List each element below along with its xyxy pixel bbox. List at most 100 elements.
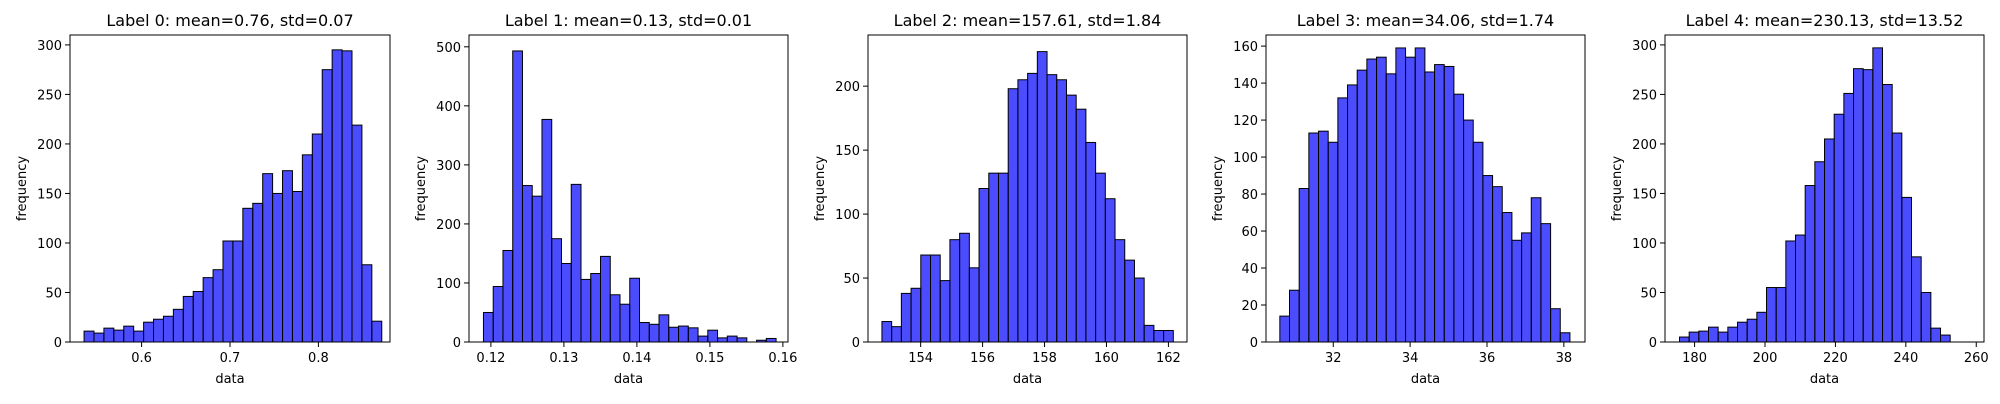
y-tick-label: 160: [1233, 40, 1258, 55]
histogram-bar: [192, 290, 204, 343]
histogram-panel-2: 154 156 158 160 162 0 50 100 150 200 Label 2: mean…: [813, 11, 1188, 387]
histogram-bar: [687, 327, 699, 343]
histogram-bar: [1804, 185, 1816, 343]
histogram-bar: [321, 69, 333, 343]
histogram-bar: [639, 322, 650, 343]
histogram-bar: [172, 308, 184, 343]
x-tick-label: 36: [1479, 351, 1496, 366]
axes-frame: [468, 34, 789, 343]
x-tick-label: 220: [1823, 351, 1848, 366]
histogram-bar: [910, 287, 922, 343]
x-tick-label: 0.12: [476, 351, 505, 366]
histogram-bar: [1540, 223, 1552, 343]
histogram-bar: [560, 262, 572, 343]
histogram-bar: [1356, 69, 1368, 343]
histogram-bar: [900, 292, 912, 343]
chart-title: Label 3: mean=34.06, std=1.74: [1297, 11, 1554, 30]
x-tick-label: 0.13: [549, 351, 578, 366]
histogram-bar: [978, 188, 990, 343]
histogram-bar: [371, 320, 383, 343]
x-tick-label: 0.16: [768, 351, 797, 366]
histogram-bar: [1785, 240, 1797, 343]
y-tick-label: 140: [1233, 77, 1258, 92]
histogram-bar: [717, 337, 728, 343]
y-tick-label: 300: [37, 39, 62, 54]
histogram-bar: [736, 337, 748, 343]
histogram-bar: [311, 133, 323, 343]
histogram-bar: [1337, 97, 1349, 343]
histogram-panel-3: 32 34 36 38 0 20 40 60 80 100 120 140 160 Label 3: me…: [1211, 11, 1586, 387]
x-axis-label: data: [1013, 372, 1042, 387]
y-tick-label: 120: [1233, 114, 1258, 129]
histogram-bar: [1766, 287, 1777, 343]
histogram-bar: [1795, 234, 1806, 343]
y-tick-label: 50: [843, 272, 860, 287]
histogram-bar: [1911, 256, 1922, 343]
chart-title: Label 2: mean=157.61, std=1.84: [894, 11, 1162, 30]
histogram-bar: [997, 172, 1009, 343]
histogram-bar: [1492, 186, 1503, 343]
histogram-bar: [1727, 326, 1739, 343]
histogram-bar: [351, 124, 363, 343]
x-axis-label: data: [1411, 372, 1440, 387]
chart-title: Label 0: mean=0.76, std=0.07: [106, 11, 353, 30]
histogram-bar: [83, 330, 95, 343]
y-tick-label: 100: [1233, 151, 1258, 166]
histogram-bar: [1746, 318, 1758, 343]
histogram-bar: [1017, 79, 1029, 343]
y-tick-label: 400: [436, 100, 461, 115]
histogram-bar: [1289, 289, 1300, 343]
histogram-bar: [1036, 51, 1048, 343]
y-tick-label: 150: [1632, 187, 1657, 202]
histogram-bar: [153, 318, 164, 343]
histogram-bar: [1453, 93, 1465, 343]
histogram-bar: [512, 50, 523, 343]
axes-frame: [867, 34, 1188, 343]
histogram-bar: [1920, 291, 1932, 343]
histogram-bar: [551, 238, 562, 343]
y-tick-label: 100: [835, 208, 860, 223]
histogram-bar: [1104, 198, 1116, 343]
histogram-bar: [541, 118, 553, 343]
y-tick-label: 150: [835, 144, 860, 159]
histogram-panel-0: 0.6 0.7 0.8 0 50 100 150 200 250 300 Label 0: mean…: [15, 11, 391, 387]
histogram-bar: [949, 239, 961, 343]
histogram-bar: [1862, 69, 1874, 343]
histogram-bar: [242, 207, 254, 343]
histogram-bar: [1775, 287, 1787, 343]
histogram-bar: [648, 323, 660, 343]
x-tick-label: 158: [1032, 351, 1057, 366]
histogram-bar: [1414, 47, 1426, 343]
y-tick-label: 0: [54, 336, 62, 351]
histogram-bar: [1717, 331, 1729, 343]
histogram-bar: [1930, 327, 1942, 343]
x-axis-label: data: [1810, 372, 1839, 387]
histogram-bar: [222, 240, 234, 343]
histogram-bar: [1756, 311, 1768, 343]
histogram-bar: [1405, 56, 1416, 343]
histogram-bar: [1027, 72, 1038, 343]
histogram-bar: [232, 240, 244, 343]
histogram-bar: [341, 50, 353, 343]
y-tick-label: 50: [1640, 286, 1657, 301]
y-tick-label: 250: [1632, 88, 1657, 103]
y-tick-label: 0: [453, 336, 461, 351]
x-tick-label: 160: [1094, 351, 1119, 366]
histogram-panel-4: 180 200 220 240 260 0 50 100 150 200 250 300 Label 4…: [1610, 11, 1989, 387]
y-tick-label: 150: [37, 187, 62, 202]
histogram-bar: [1550, 308, 1561, 343]
y-tick-label: 20: [1241, 299, 1258, 314]
histogram-bar: [658, 314, 670, 343]
histogram-bar: [331, 49, 343, 343]
y-tick-label: 100: [37, 237, 62, 252]
y-tick-label: 40: [1241, 262, 1258, 277]
histogram-bar: [1463, 119, 1474, 343]
histogram-bar: [291, 190, 303, 343]
histogram-bar: [212, 269, 224, 343]
histogram-bar: [1688, 331, 1700, 343]
histogram-bar: [1395, 47, 1407, 343]
histogram-bar: [1482, 175, 1494, 343]
y-tick-label: 0: [852, 336, 860, 351]
histogram-bar: [1443, 65, 1455, 343]
histogram-bar: [1559, 332, 1571, 343]
